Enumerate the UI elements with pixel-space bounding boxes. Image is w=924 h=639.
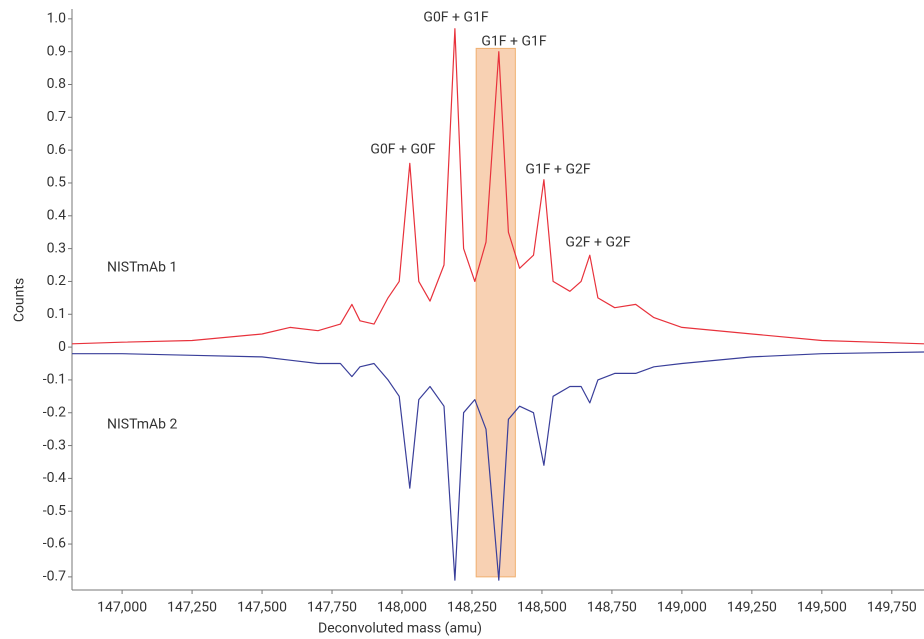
x-tick-label: 147,000 xyxy=(97,600,147,616)
y-tick-label: 1.0 xyxy=(47,11,67,27)
y-tick-label: 0.4 xyxy=(47,207,67,223)
x-tick-label: 149,250 xyxy=(727,600,777,616)
y-tick-label: 0.6 xyxy=(47,142,67,158)
x-tick-label: 148,250 xyxy=(447,600,497,616)
y-axis-label: Counts xyxy=(12,278,28,322)
peak-annotation: G1F + G2F xyxy=(525,162,590,178)
x-tick-label: 148,000 xyxy=(377,600,427,616)
y-tick-label: -0.6 xyxy=(43,536,66,552)
y-tick-label: 0.7 xyxy=(47,109,67,125)
y-tick-label: 0.9 xyxy=(47,43,66,59)
x-tick-label: 149,000 xyxy=(657,600,707,616)
y-tick-label: -0.5 xyxy=(43,503,66,519)
y-tick-label: 0.3 xyxy=(47,240,66,256)
highlight-band xyxy=(475,47,516,578)
y-tick-label: -0.7 xyxy=(43,569,66,585)
series-line xyxy=(71,28,924,345)
y-tick-label: 0.5 xyxy=(47,175,67,191)
y-tick-label: -0.1 xyxy=(43,372,66,388)
peak-annotation: G0F + G1F xyxy=(423,10,488,26)
x-tick-label: 147,750 xyxy=(307,600,357,616)
x-tick-label: 148,500 xyxy=(517,600,567,616)
y-tick-label: 0.8 xyxy=(47,76,67,92)
x-tick-label: 149,750 xyxy=(867,600,917,616)
series-label: NISTmAb 1 xyxy=(107,260,177,276)
x-tick-label: 148,750 xyxy=(587,600,637,616)
peak-annotation: G2F + G2F xyxy=(565,235,630,251)
peak-annotation: G1F + G1F xyxy=(481,34,546,50)
y-tick-label: -0.3 xyxy=(43,437,66,453)
series-line xyxy=(72,351,924,581)
y-tick-label: -0.2 xyxy=(43,404,66,420)
y-tick-label: -0.4 xyxy=(43,470,66,486)
peak-annotation: G0F + G0F xyxy=(370,142,435,158)
x-tick-label: 147,500 xyxy=(237,600,287,616)
series-label: NISTmAb 2 xyxy=(107,417,177,433)
y-tick-label: 0.1 xyxy=(47,306,66,322)
x-tick-label: 147,250 xyxy=(167,600,217,616)
x-tick-label: 149,500 xyxy=(797,600,847,616)
y-tick-label: 0.2 xyxy=(47,273,67,289)
x-axis-label: Deconvoluted mass (amu) xyxy=(318,621,482,637)
y-tick-label: 0 xyxy=(58,339,66,355)
